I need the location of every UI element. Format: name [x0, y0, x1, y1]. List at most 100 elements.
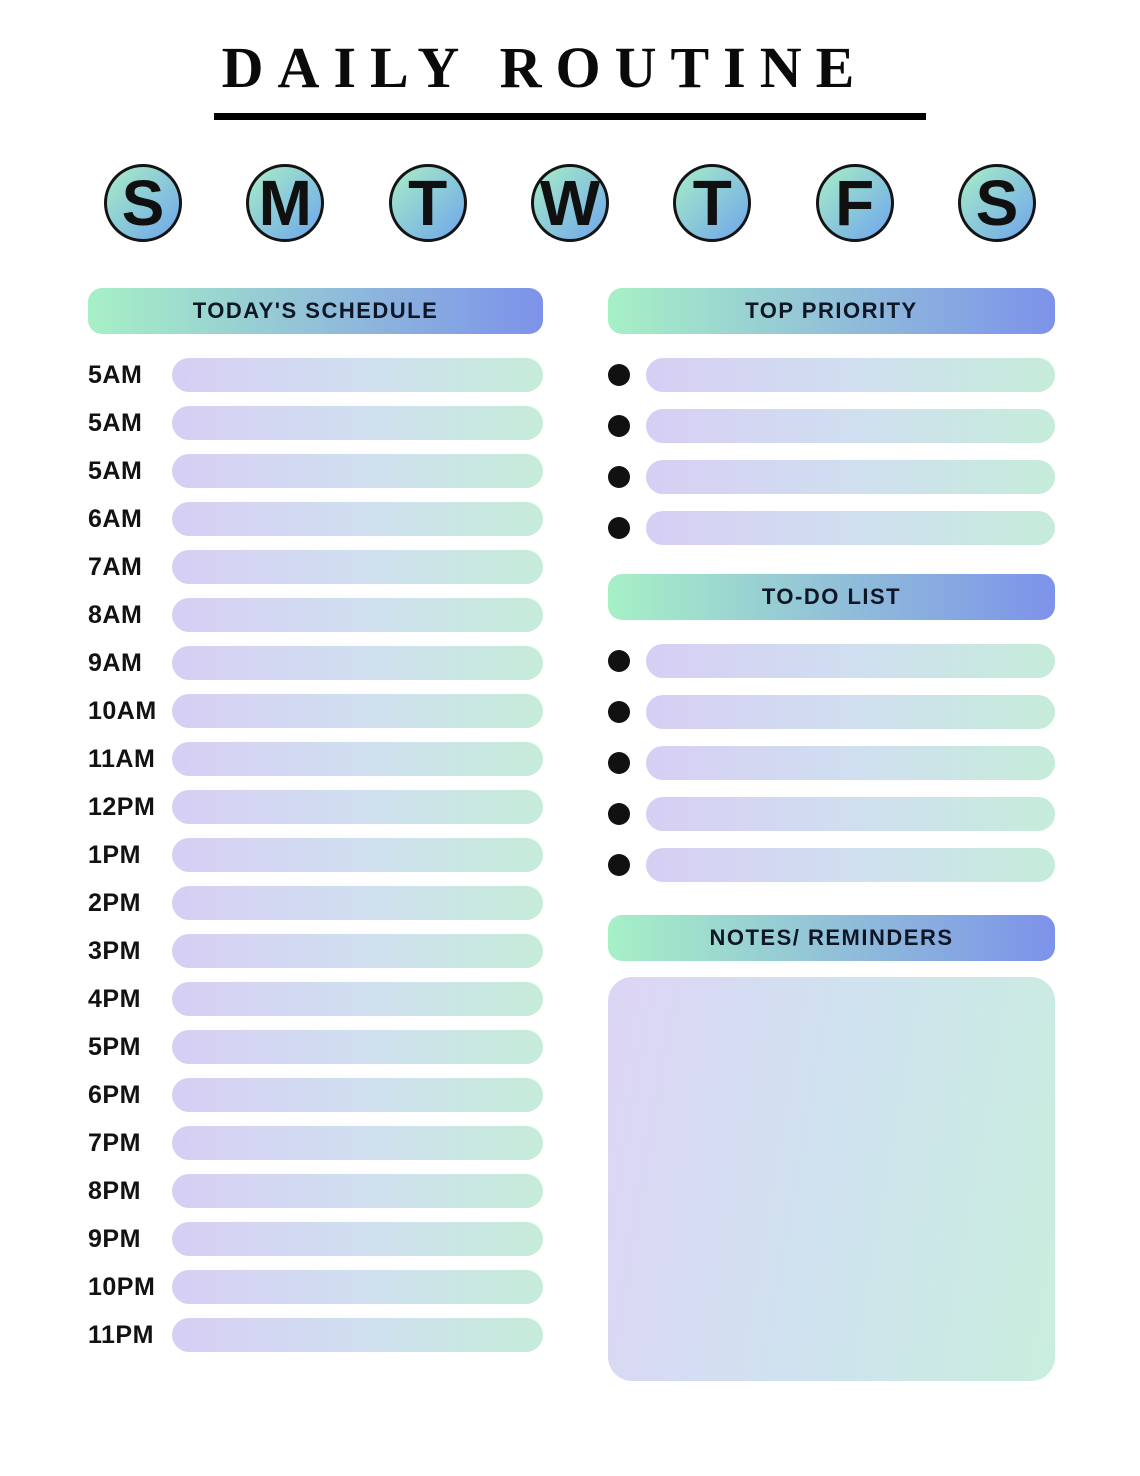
page-title: DAILY ROUTINE — [213, 34, 927, 120]
schedule-row: 1PM — [88, 838, 543, 872]
schedule-row: 5PM — [88, 1030, 543, 1064]
schedule-section: TODAY'S SCHEDULE 5AM 5AM 5AM 6AM 7AM 8AM 9AM 10… — [88, 288, 543, 1381]
bullet-icon — [608, 650, 630, 672]
priority-entry-line[interactable] — [646, 409, 1055, 443]
bullet-row — [608, 644, 1055, 678]
bullet-icon — [608, 466, 630, 488]
bullet-icon — [608, 803, 630, 825]
schedule-entry-line[interactable] — [172, 742, 543, 776]
time-label: 5AM — [88, 360, 143, 389]
schedule-row: 5AM — [88, 406, 543, 440]
weekday-circle[interactable]: W — [530, 164, 609, 242]
schedule-entry-line[interactable] — [172, 934, 543, 968]
weekday-circle[interactable]: S — [104, 164, 182, 242]
schedule-entry-line[interactable] — [172, 550, 543, 584]
bullet-icon — [608, 517, 630, 539]
todo-entry-line[interactable] — [646, 746, 1055, 780]
todo-entry-line[interactable] — [646, 695, 1055, 729]
bullet-row — [608, 409, 1055, 443]
bullet-row — [608, 695, 1055, 729]
schedule-entry-line[interactable] — [172, 646, 543, 680]
time-label: 8PM — [88, 1176, 141, 1205]
schedule-row: 3PM — [88, 934, 543, 968]
time-label: 12PM — [88, 792, 156, 821]
todo-header: TO-DO LIST — [608, 574, 1055, 620]
priority-entry-line[interactable] — [646, 511, 1055, 545]
schedule-row: 11AM — [88, 742, 543, 776]
time-label: 2PM — [88, 888, 141, 917]
title-section: DAILY ROUTINE — [0, 0, 1140, 120]
schedule-entry-line[interactable] — [172, 1270, 543, 1304]
notes-header: NOTES/ REMINDERS — [608, 915, 1055, 961]
weekday-circle[interactable]: M — [246, 164, 325, 242]
weekday-circle[interactable]: T — [673, 164, 752, 242]
time-label: 5AM — [88, 408, 143, 437]
bullet-icon — [608, 364, 630, 386]
priority-entry-line[interactable] — [646, 460, 1055, 494]
time-label: 5PM — [88, 1032, 141, 1061]
schedule-entry-line[interactable] — [172, 1030, 543, 1064]
schedule-row: 10PM — [88, 1270, 543, 1304]
content-columns: TODAY'S SCHEDULE 5AM 5AM 5AM 6AM 7AM 8AM 9AM 10… — [88, 288, 1055, 1381]
top-priority-header: TOP PRIORITY — [608, 288, 1055, 334]
priority-rows — [608, 358, 1055, 562]
time-label: 11AM — [88, 744, 156, 773]
schedule-rows: 5AM 5AM 5AM 6AM 7AM 8AM 9AM 10AM 11AM 12PM 1PM 2PM 3… — [88, 358, 543, 1352]
bullet-row — [608, 797, 1055, 831]
schedule-row: 9AM — [88, 646, 543, 680]
schedule-entry-line[interactable] — [172, 694, 543, 728]
schedule-entry-line[interactable] — [172, 886, 543, 920]
schedule-entry-line[interactable] — [172, 454, 543, 488]
schedule-entry-line[interactable] — [172, 502, 543, 536]
time-label: 8AM — [88, 600, 143, 629]
schedule-entry-line[interactable] — [172, 598, 543, 632]
schedule-entry-line[interactable] — [172, 790, 543, 824]
time-label: 3PM — [88, 936, 141, 965]
bullet-icon — [608, 415, 630, 437]
schedule-row: 9PM — [88, 1222, 543, 1256]
schedule-row: 4PM — [88, 982, 543, 1016]
schedule-entry-line[interactable] — [172, 406, 543, 440]
schedule-entry-line[interactable] — [172, 1078, 543, 1112]
schedule-row: 8AM — [88, 598, 543, 632]
schedule-row: 6AM — [88, 502, 543, 536]
schedule-entry-line[interactable] — [172, 1222, 543, 1256]
weekday-circle[interactable]: S — [957, 164, 1036, 242]
bullet-row — [608, 460, 1055, 494]
schedule-entry-line[interactable] — [172, 1318, 543, 1352]
schedule-entry-line[interactable] — [172, 1174, 543, 1208]
schedule-entry-line[interactable] — [172, 358, 543, 392]
schedule-entry-line[interactable] — [172, 838, 543, 872]
bullet-row — [608, 746, 1055, 780]
schedule-row: 10AM — [88, 694, 543, 728]
time-label: 5AM — [88, 456, 143, 485]
schedule-row: 5AM — [88, 358, 543, 392]
schedule-row: 2PM — [88, 886, 543, 920]
schedule-row: 7PM — [88, 1126, 543, 1160]
time-label: 9PM — [88, 1224, 141, 1253]
schedule-header: TODAY'S SCHEDULE — [88, 288, 543, 334]
time-label: 7AM — [88, 552, 143, 581]
todo-entry-line[interactable] — [646, 797, 1055, 831]
schedule-row: 7AM — [88, 550, 543, 584]
bullet-row — [608, 511, 1055, 545]
bullet-row — [608, 358, 1055, 392]
priority-entry-line[interactable] — [646, 358, 1055, 392]
weekday-circle[interactable]: T — [388, 164, 467, 242]
time-label: 7PM — [88, 1128, 141, 1157]
schedule-row: 11PM — [88, 1318, 543, 1352]
bullet-icon — [608, 854, 630, 876]
schedule-entry-line[interactable] — [172, 982, 543, 1016]
schedule-row: 6PM — [88, 1078, 543, 1112]
todo-entry-line[interactable] — [646, 848, 1055, 882]
bullet-icon — [608, 701, 630, 723]
todo-rows — [608, 644, 1055, 899]
time-label: 4PM — [88, 984, 141, 1013]
notes-area[interactable] — [608, 977, 1055, 1381]
time-label: 1PM — [88, 840, 141, 869]
schedule-entry-line[interactable] — [172, 1126, 543, 1160]
weekday-circle[interactable]: F — [815, 164, 894, 242]
schedule-row: 5AM — [88, 454, 543, 488]
todo-entry-line[interactable] — [646, 644, 1055, 678]
